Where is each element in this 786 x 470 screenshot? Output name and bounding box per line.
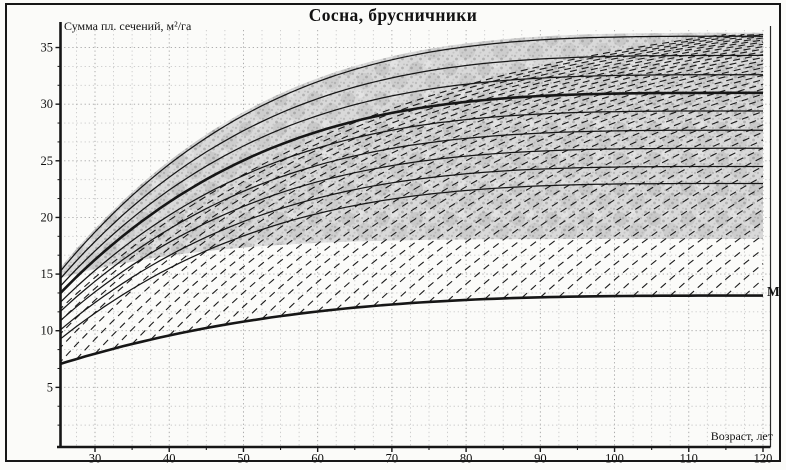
tick-labels: 30 40 50 60 70 80 90 100 110 120 5 10 15 20 25 30 35 xyxy=(41,41,773,466)
basal-area-curves xyxy=(60,35,763,341)
svg-text:35: 35 xyxy=(41,41,54,55)
svg-text:5: 5 xyxy=(47,380,53,394)
optimal-zone-shading xyxy=(60,32,763,279)
svg-text:40: 40 xyxy=(163,452,176,466)
svg-text:80: 80 xyxy=(460,452,473,466)
svg-text:25: 25 xyxy=(41,154,54,168)
svg-text:60: 60 xyxy=(311,452,324,466)
svg-text:120: 120 xyxy=(754,452,773,466)
chart-title: Сосна, брусничники xyxy=(308,5,478,25)
svg-text:90: 90 xyxy=(534,452,547,466)
y-axis-label: Сумма пл. сечений, м²/га xyxy=(64,19,192,33)
svg-text:110: 110 xyxy=(680,452,698,466)
m-curve xyxy=(60,294,763,366)
x-axis-label: Возраст, лет xyxy=(710,429,773,443)
m-curve-label: М xyxy=(767,284,780,299)
thinning-trajectories xyxy=(60,33,764,364)
svg-text:30: 30 xyxy=(89,452,102,466)
svg-text:100: 100 xyxy=(605,452,624,466)
svg-text:10: 10 xyxy=(41,324,54,338)
svg-text:50: 50 xyxy=(237,452,250,466)
svg-text:30: 30 xyxy=(41,97,54,111)
svg-text:20: 20 xyxy=(41,210,54,224)
svg-text:15: 15 xyxy=(41,267,54,281)
svg-text:70: 70 xyxy=(386,452,399,466)
